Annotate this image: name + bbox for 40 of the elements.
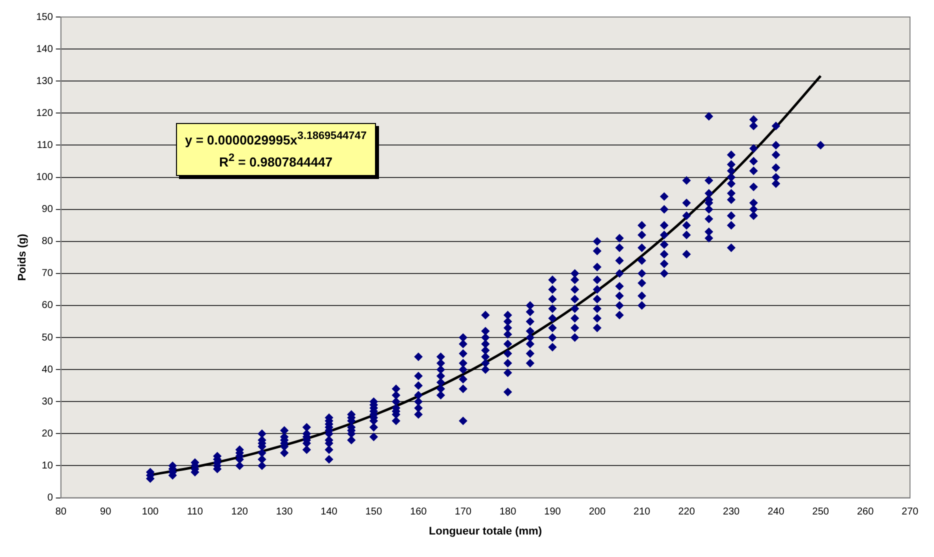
y-tick-label: 90 [42,204,54,216]
y-tick-label: 30 [42,396,54,408]
y-tick-label: 150 [36,12,54,23]
x-tick-label: 220 [678,506,696,518]
x-tick-label: 160 [410,506,428,518]
y-tick-label: 120 [36,108,54,119]
y-tick-label: 0 [47,492,54,504]
x-tick-label: 80 [55,506,67,518]
x-tick-label: 180 [499,506,517,518]
x-tick-label: 270 [902,506,919,518]
y-tick-label: 50 [42,332,54,344]
y-tick-label: 10 [42,460,54,472]
y-tick-label: 110 [36,140,54,151]
x-axis-title: Longueur totale (mm) [428,525,542,538]
x-tick-label: 210 [634,506,651,518]
x-tick-label: 110 [186,506,204,518]
y-tick-label: 140 [36,44,54,55]
y-tick-label: 80 [42,236,54,248]
x-tick-label: 230 [722,506,740,518]
annotation: R$^{2}$ = 0.9807844447 [218,151,334,172]
x-tick-label: 190 [544,506,562,518]
x-tick-label: 200 [588,506,606,518]
x-tick-label: 260 [856,506,874,518]
x-tick-label: 150 [365,506,382,518]
y-tick-label: 100 [36,172,54,184]
y-tick-label: 60 [42,300,54,312]
y-axis-title: Poids (g) [16,234,29,281]
x-tick-label: 100 [142,506,160,518]
x-tick-label: 250 [812,506,830,518]
x-tick-label: 170 [454,506,472,518]
x-tick-label: 130 [276,506,294,518]
y-tick-label: 20 [42,428,54,440]
y-tick-label: 130 [36,76,54,87]
annotation: y = 0.0000029995x$^{3.1869544747}$ [185,129,367,150]
x-tick-label: 140 [320,506,338,518]
x-tick-label: 90 [100,506,112,518]
y-tick-label: 70 [42,268,54,280]
x-tick-label: 240 [768,506,785,518]
y-tick-label: 40 [42,364,54,376]
x-tick-label: 120 [231,506,248,518]
